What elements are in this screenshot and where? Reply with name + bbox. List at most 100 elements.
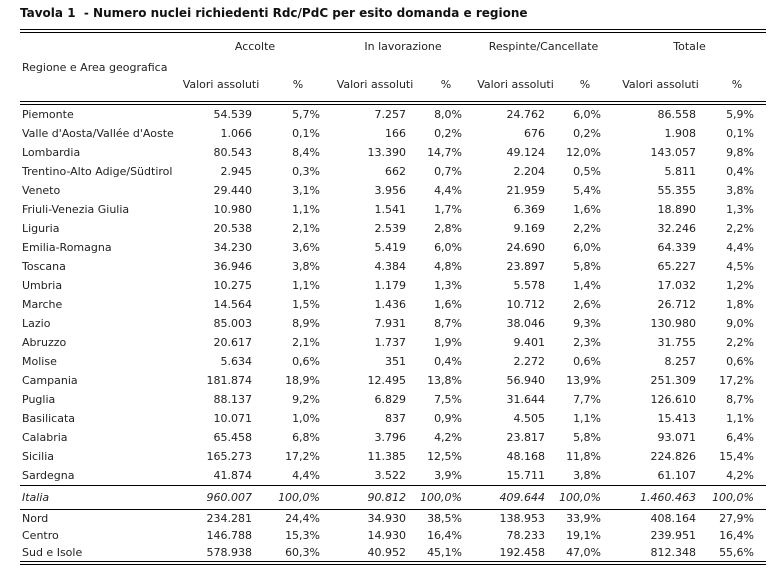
absolute-value-cell: 23.897: [506, 260, 546, 273]
absolute-value-cell: 6.369: [513, 203, 546, 216]
percent-cell: 6,0%: [573, 108, 602, 121]
absolute-value-cell: 3.522: [374, 469, 407, 482]
table-row: Sardegna 41.874 4,4% 3.522 3,9% 15.711 3,8% 61.…: [20, 466, 766, 486]
absolute-value-cell: 48.168: [506, 450, 546, 463]
absolute-value-cell: 21.959: [506, 184, 546, 197]
percent-cell: 1,4%: [573, 279, 602, 292]
absolute-value-cell: 126.610: [650, 393, 697, 406]
percent-cell: 45,1%: [427, 546, 463, 559]
percent-cell: 2,6%: [573, 298, 602, 311]
absolute-value-cell: 166: [385, 127, 407, 140]
percent-cell: 3,8%: [292, 260, 321, 273]
absolute-value-cell: 55.355: [657, 184, 697, 197]
table-row: Toscana 36.946 3,8% 4.384 4,8% 23.897 5,8% 65.2…: [20, 257, 766, 276]
absolute-value-cell: 2.539: [374, 222, 407, 235]
percent-cell: 100,0%: [420, 491, 463, 504]
percent-cell: 16,4%: [427, 529, 463, 542]
percent-cell: 16,4%: [719, 529, 755, 542]
absolute-value-cell: 130.980: [650, 317, 697, 330]
absolute-value-cell: 1.066: [220, 127, 253, 140]
absolute-value-cell: 80.543: [213, 146, 253, 159]
absolute-value-cell: 1.908: [664, 127, 697, 140]
subheader-valori-assoluti: Valori assoluti: [336, 78, 414, 91]
region-name-cell: Umbria: [22, 279, 63, 292]
percent-cell: 2,2%: [726, 336, 755, 349]
absolute-value-cell: 251.309: [650, 374, 697, 387]
table-row: Veneto 29.440 3,1% 3.956 4,4% 21.959 5,4% 55.35…: [20, 181, 766, 200]
percent-cell: 7,5%: [434, 393, 463, 406]
table-row: Friuli-Venezia Giulia 10.980 1,1% 1.541 1,7%…: [20, 200, 766, 219]
percent-cell: 4,2%: [726, 469, 755, 482]
absolute-value-cell: 15.711: [506, 469, 546, 482]
percent-cell: 1,2%: [726, 279, 755, 292]
absolute-value-cell: 181.874: [206, 374, 253, 387]
absolute-value-cell: 34.230: [213, 241, 253, 254]
absolute-value-cell: 578.938: [206, 546, 253, 559]
absolute-value-cell: 41.874: [213, 469, 253, 482]
percent-cell: 1,3%: [434, 279, 463, 292]
absolute-value-cell: 1.541: [374, 203, 407, 216]
percent-cell: 12,0%: [566, 146, 602, 159]
region-name-cell: Abruzzo: [22, 336, 67, 349]
percent-cell: 5,8%: [573, 431, 602, 444]
percent-cell: 33,9%: [566, 512, 602, 525]
percent-cell: 19,1%: [566, 529, 602, 542]
absolute-value-cell: 676: [524, 127, 546, 140]
table-row: Trentino-Alto Adige/Südtirol 2.945 0,3% 662…: [20, 162, 766, 181]
percent-cell: 2,3%: [573, 336, 602, 349]
region-name-cell: Marche: [22, 298, 63, 311]
percent-cell: 13,8%: [427, 374, 463, 387]
region-name-cell: Friuli-Venezia Giulia: [22, 203, 130, 216]
table-row: Lombardia 80.543 8,4% 13.390 14,7% 49.124 12,0…: [20, 143, 766, 162]
absolute-value-cell: 409.644: [499, 491, 546, 504]
region-name-cell: Molise: [22, 355, 57, 368]
percent-cell: 27,9%: [719, 512, 755, 525]
table-row: Nord 234.281 24,4% 34.930 38,5% 138.953 33,9% 4…: [20, 510, 766, 528]
column-group-accolte: Accolte: [234, 40, 276, 53]
percent-cell: 1,7%: [434, 203, 463, 216]
table-row: Piemonte 54.539 5,7% 7.257 8,0% 24.762 6,0% 86.…: [20, 103, 766, 124]
percent-cell: 3,9%: [434, 469, 463, 482]
percent-cell: 15,3%: [285, 529, 321, 542]
absolute-value-cell: 93.071: [657, 431, 697, 444]
absolute-value-cell: 1.179: [374, 279, 407, 292]
absolute-value-cell: 1.737: [374, 336, 407, 349]
percent-cell: 3,1%: [292, 184, 321, 197]
sub-header-row: Valori assoluti % Valori assoluti % Valo…: [20, 58, 766, 103]
table-row: Basilicata 10.071 1,0% 837 0,9% 4.505 1,1% 15.4…: [20, 409, 766, 428]
percent-cell: 1,5%: [292, 298, 321, 311]
subheader-percent: %: [292, 78, 304, 91]
percent-cell: 13,9%: [566, 374, 602, 387]
region-name-cell: Sicilia: [22, 450, 54, 463]
absolute-value-cell: 2.945: [220, 165, 253, 178]
percent-cell: 6,0%: [434, 241, 463, 254]
absolute-value-cell: 61.107: [657, 469, 697, 482]
percent-cell: 9,8%: [726, 146, 755, 159]
percent-cell: 6,0%: [573, 241, 602, 254]
percent-cell: 100,0%: [712, 491, 755, 504]
percent-cell: 100,0%: [559, 491, 602, 504]
percent-cell: 3,8%: [573, 469, 602, 482]
percent-cell: 2,1%: [292, 222, 321, 235]
percent-cell: 2,2%: [573, 222, 602, 235]
column-group-totale: Totale: [673, 40, 706, 53]
percent-cell: 5,7%: [292, 108, 321, 121]
table-row: Umbria 10.275 1,1% 1.179 1,3% 5.578 1,4% 17.032…: [20, 276, 766, 295]
region-name-cell: Liguria: [22, 222, 60, 235]
region-name-cell: Lombardia: [22, 146, 81, 159]
table-row: Campania 181.874 18,9% 12.495 13,8% 56.940 13,…: [20, 371, 766, 390]
percent-cell: 4,4%: [726, 241, 755, 254]
table-row: Emilia-Romagna 34.230 3,6% 5.419 6,0% 24.690 6…: [20, 238, 766, 257]
percent-cell: 8,9%: [292, 317, 321, 330]
table-row: Italia 960.007 100,0% 90.812 100,0% 409.644 10…: [20, 485, 767, 510]
percent-cell: 14,7%: [427, 146, 463, 159]
absolute-value-cell: 8.257: [664, 355, 697, 368]
percent-cell: 9,3%: [573, 317, 602, 330]
absolute-value-cell: 10.712: [506, 298, 546, 311]
percent-cell: 12,5%: [427, 450, 463, 463]
absolute-value-cell: 812.348: [650, 546, 697, 559]
percent-cell: 3,6%: [292, 241, 321, 254]
subheader-valori-assoluti: Valori assoluti: [477, 78, 554, 91]
absolute-value-cell: 24.762: [506, 108, 546, 121]
absolute-value-cell: 837: [385, 412, 407, 425]
